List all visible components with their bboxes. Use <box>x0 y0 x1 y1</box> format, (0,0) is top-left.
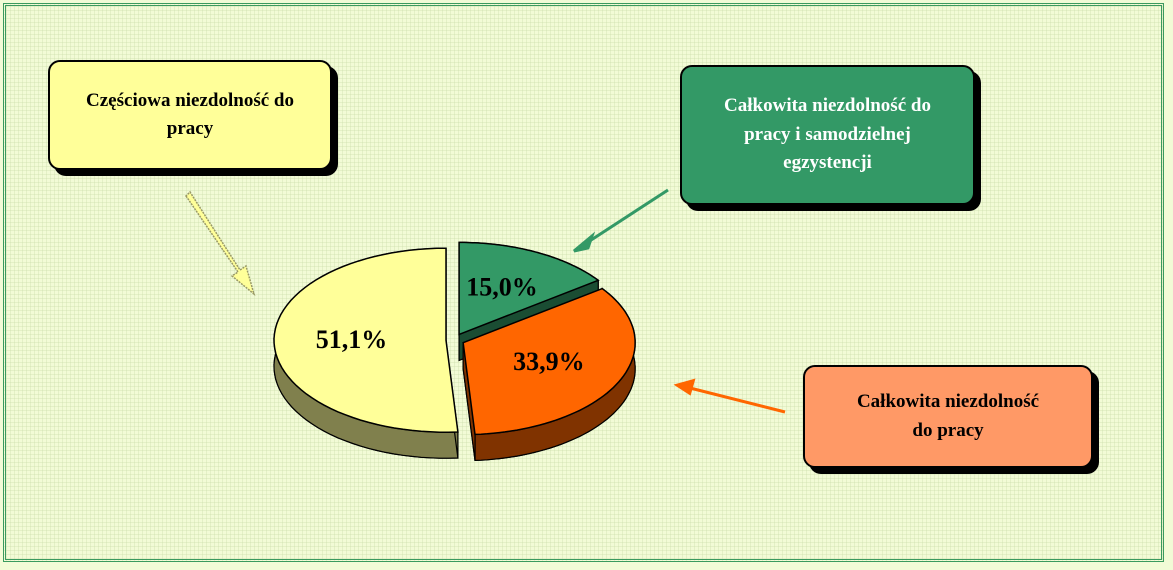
arrow <box>673 378 696 396</box>
callout: Całkowita niezdolność do pracy <box>803 365 1093 468</box>
slice <box>462 287 636 436</box>
value-label: 15,0% <box>466 272 538 301</box>
slice <box>273 247 459 433</box>
arrow <box>689 386 786 414</box>
arrow <box>573 231 596 253</box>
callout: Częściowa niezdolność do pracy <box>48 60 332 170</box>
callout: Całkowita niezdolność do pracy i samodzi… <box>680 65 975 205</box>
arrow <box>185 190 256 297</box>
pie: 15,0% 33,9% 51,1% <box>273 241 636 462</box>
value-label: 33,9% <box>513 347 585 376</box>
value-label: 51,1% <box>316 325 388 354</box>
arrows <box>185 188 786 414</box>
arrow <box>584 188 669 246</box>
slice <box>458 241 600 336</box>
